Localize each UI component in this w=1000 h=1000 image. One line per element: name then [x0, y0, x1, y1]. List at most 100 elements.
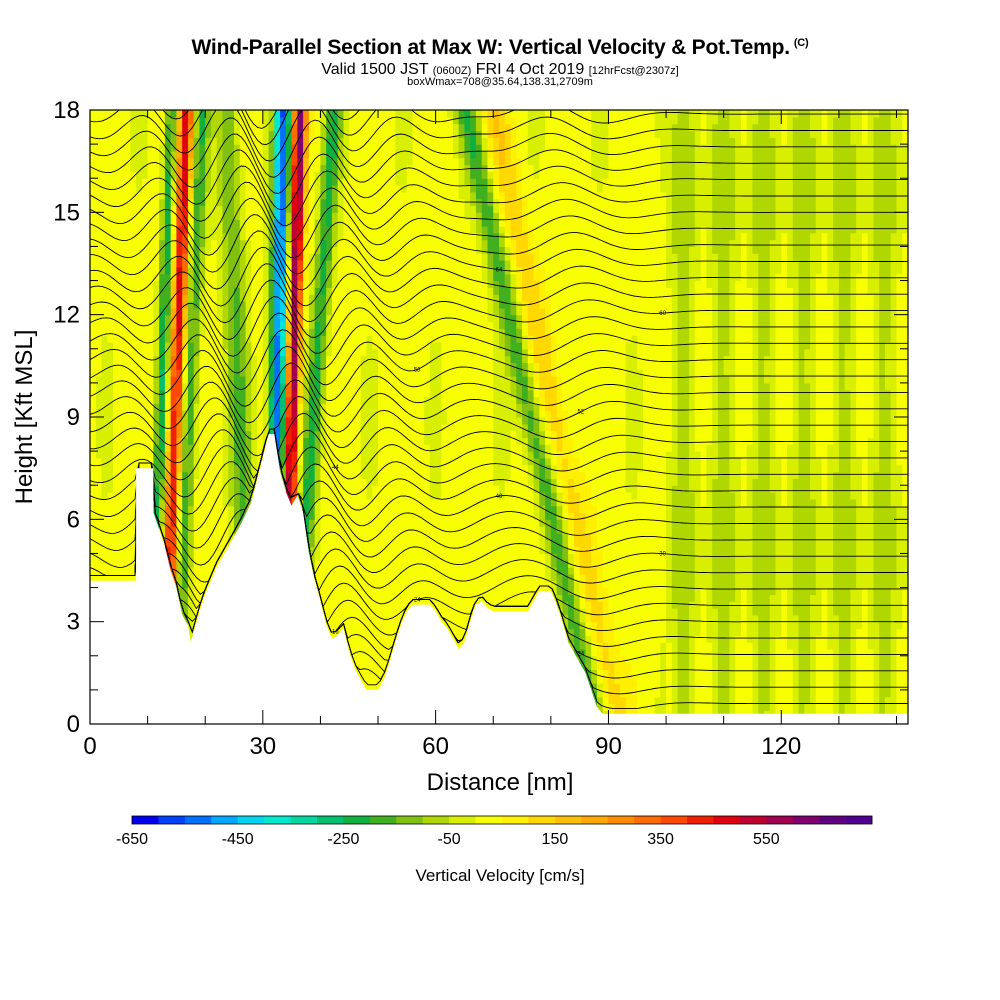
velocity-cell — [199, 314, 206, 323]
velocity-cell — [205, 307, 212, 316]
velocity-cell — [303, 191, 310, 200]
velocity-cell — [210, 157, 218, 166]
velocity-cell — [107, 539, 114, 548]
velocity-cell — [164, 266, 172, 275]
velocity-cell — [124, 498, 131, 507]
velocity-cell — [153, 253, 160, 261]
velocity-cell — [291, 150, 298, 159]
velocity-cell — [378, 260, 385, 268]
velocity-cell — [268, 171, 275, 179]
velocity-cell — [113, 369, 120, 377]
velocity-cell — [136, 205, 143, 213]
velocity-cell — [303, 137, 310, 145]
velocity-cell — [107, 451, 114, 459]
velocity-cell — [331, 273, 339, 282]
velocity-cell — [199, 287, 206, 295]
velocity-cell — [331, 430, 339, 439]
velocity-cell — [210, 150, 218, 159]
velocity-cell — [320, 239, 327, 248]
velocity-cell — [331, 519, 339, 527]
velocity-cell — [107, 417, 114, 425]
velocity-cell — [308, 266, 316, 275]
velocity-cell — [95, 341, 103, 350]
velocity-cell — [141, 430, 149, 439]
velocity-cell — [360, 601, 368, 609]
velocity-cell — [303, 389, 310, 398]
velocity-cell — [326, 382, 333, 391]
velocity-cell — [326, 266, 333, 275]
velocity-cell — [372, 608, 379, 616]
velocity-cell — [136, 178, 143, 186]
velocity-cell — [176, 144, 183, 152]
velocity-cell — [326, 519, 333, 527]
velocity-cell — [118, 492, 126, 500]
velocity-cell — [239, 328, 247, 336]
velocity-cell — [251, 185, 258, 193]
velocity-cell — [118, 130, 126, 138]
velocity-cell — [107, 178, 114, 186]
velocity-cell — [395, 423, 402, 432]
velocity-cell — [234, 205, 241, 213]
velocity-cell — [331, 512, 339, 520]
velocity-cell — [366, 396, 373, 404]
velocity-cell — [303, 171, 310, 179]
velocity-cell — [378, 642, 385, 650]
velocity-cell — [101, 294, 108, 302]
velocity-cell — [176, 219, 183, 227]
velocity-cell — [118, 532, 126, 541]
velocity-cell — [354, 212, 362, 220]
velocity-cell — [251, 198, 258, 207]
velocity-cell — [205, 580, 212, 589]
velocity-cell — [101, 471, 108, 479]
velocity-cell — [90, 553, 97, 561]
velocity-cell — [257, 382, 264, 391]
velocity-cell — [401, 505, 408, 514]
velocity-cell — [159, 253, 166, 261]
velocity-cell — [205, 451, 212, 459]
velocity-cell — [406, 601, 414, 609]
velocity-cell — [349, 608, 356, 616]
velocity-cell — [118, 444, 126, 452]
velocity-cell — [205, 198, 212, 207]
velocity-cell — [274, 301, 281, 309]
velocity-cell — [291, 382, 298, 391]
velocity-cell — [182, 212, 189, 220]
velocity-cell — [153, 369, 160, 377]
velocity-cell — [164, 198, 172, 207]
velocity-cell — [205, 137, 212, 145]
velocity-cell — [176, 382, 183, 391]
velocity-cell — [124, 185, 131, 193]
velocity-cell — [251, 369, 258, 377]
velocity-cell — [228, 178, 235, 186]
velocity-cell — [147, 123, 154, 132]
velocity-cell — [159, 335, 166, 343]
velocity-cell — [193, 444, 201, 452]
velocity-cell — [118, 376, 126, 384]
velocity-cell — [147, 110, 154, 118]
velocity-cell — [193, 457, 201, 466]
velocity-cell — [228, 376, 235, 384]
velocity-cell — [280, 130, 287, 138]
velocity-cell — [113, 198, 120, 207]
velocity-cell — [101, 362, 108, 370]
velocity-cell — [354, 253, 362, 261]
velocity-cell — [170, 376, 178, 384]
velocity-cell — [147, 225, 154, 234]
velocity-cell — [383, 601, 391, 609]
velocity-cell — [291, 389, 298, 398]
velocity-cell — [354, 539, 362, 548]
velocity-cell — [136, 191, 143, 200]
velocity-cell — [176, 164, 183, 172]
velocity-cell — [130, 457, 137, 466]
velocity-cell — [349, 492, 356, 500]
velocity-cell — [303, 225, 310, 234]
velocity-cell — [389, 185, 396, 193]
velocity-cell — [314, 553, 322, 561]
velocity-cell — [366, 505, 373, 514]
velocity-cell — [193, 150, 201, 159]
velocity-cell — [205, 225, 212, 234]
velocity-cell — [349, 150, 356, 159]
velocity-cell — [343, 464, 350, 473]
velocity-cell — [383, 123, 391, 132]
velocity-cell — [389, 376, 396, 384]
